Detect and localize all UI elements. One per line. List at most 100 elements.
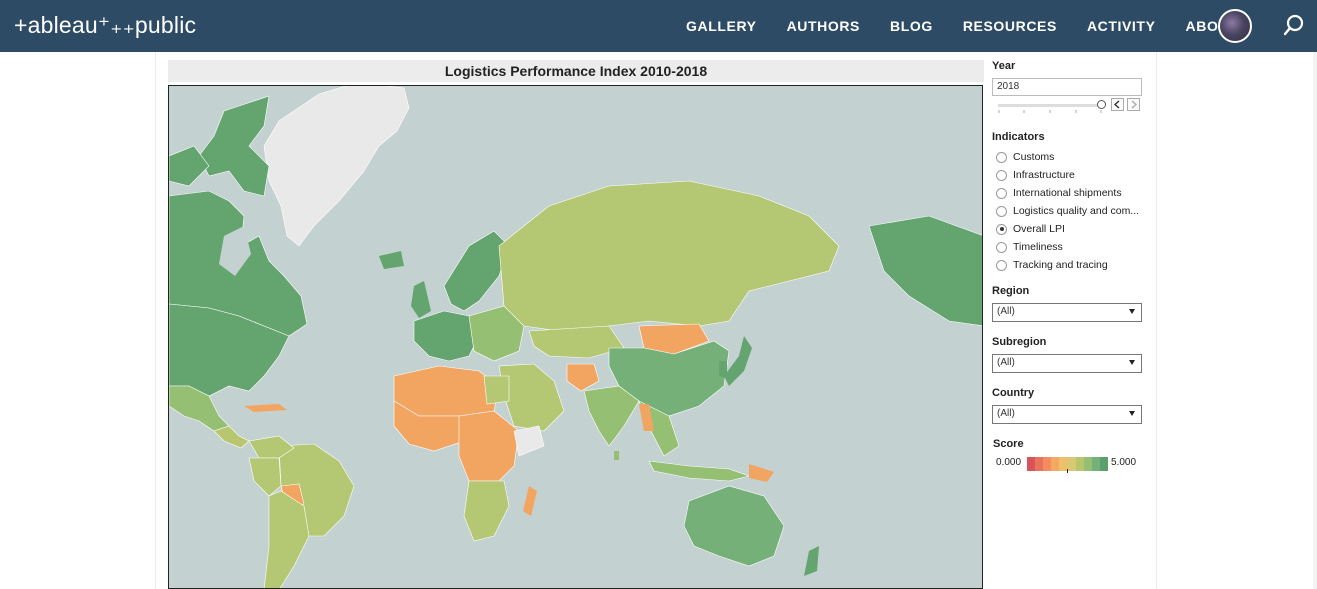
- radio-button[interactable]: [996, 259, 1007, 271]
- country-mongolia[interactable]: [638, 323, 710, 355]
- radio-button-selected[interactable]: [996, 223, 1007, 235]
- legend-swatch: [1035, 457, 1044, 471]
- country-egypt[interactable]: [483, 375, 510, 405]
- country-colombia-venezuela[interactable]: [248, 435, 295, 459]
- region-southern-africa[interactable]: [463, 480, 510, 542]
- country-ethiopia-somalia[interactable]: [513, 425, 545, 457]
- country-canada-islands-2[interactable]: [169, 145, 210, 187]
- country-myanmar[interactable]: [639, 404, 654, 431]
- country-iceland[interactable]: [379, 251, 404, 269]
- page-scrollbar[interactable]: [1313, 52, 1317, 589]
- indicator-label: Infrastructure: [1013, 169, 1075, 181]
- country-madagascar[interactable]: [523, 486, 537, 516]
- nav-resources[interactable]: RESOURCES: [962, 18, 1057, 34]
- nav-authors[interactable]: AUTHORS: [786, 18, 860, 34]
- indicator-option-tracking-and-tracing[interactable]: Tracking and tracing: [996, 257, 1108, 273]
- legend-swatch: [1075, 457, 1084, 471]
- subregion-label: Subregion: [992, 336, 1047, 348]
- region-west-africa[interactable]: [393, 400, 465, 452]
- nav-gallery[interactable]: GALLERY: [686, 18, 757, 34]
- indicator-option-overall-lpi[interactable]: Overall LPI: [996, 221, 1065, 237]
- radio-button[interactable]: [996, 187, 1007, 199]
- country-kazakhstan[interactable]: [528, 325, 625, 359]
- legend-swatch: [1051, 457, 1060, 471]
- region-caribbean[interactable]: [244, 404, 287, 412]
- dropdown-arrow-icon: [1129, 411, 1135, 416]
- region-scandinavia[interactable]: [443, 230, 510, 312]
- radio-button[interactable]: [996, 169, 1007, 181]
- radio-button[interactable]: [996, 151, 1007, 163]
- year-previous-button[interactable]: [1111, 98, 1124, 111]
- country-usa-alaska[interactable]: [868, 215, 983, 327]
- legend-swatch: [1099, 457, 1108, 471]
- country-peru[interactable]: [248, 457, 282, 497]
- legend-swatch: [1083, 457, 1092, 471]
- country-korea[interactable]: [719, 361, 727, 378]
- dropdown-arrow-icon: [1129, 360, 1135, 365]
- region-dropdown[interactable]: (All): [992, 303, 1142, 322]
- indicator-option-infrastructure[interactable]: Infrastructure: [996, 167, 1075, 183]
- indicator-label: Tracking and tracing: [1013, 259, 1108, 271]
- legend-swatch: [1059, 457, 1068, 471]
- country-uk[interactable]: [411, 281, 431, 318]
- indicator-option-international-shipments[interactable]: International shipments: [996, 185, 1122, 201]
- chevron-right-icon: [1131, 100, 1138, 109]
- indicator-label: International shipments: [1013, 187, 1122, 199]
- indicator-label: Overall LPI: [1013, 223, 1065, 235]
- region-label: Region: [992, 285, 1030, 297]
- radio-button[interactable]: [996, 241, 1007, 253]
- indicator-label: Logistics quality and com...: [1013, 205, 1140, 217]
- year-slider-thumb[interactable]: [1097, 100, 1106, 109]
- top-navigation-bar: +ableau⁺₊₊public GALLERY AUTHORS BLOG RE…: [0, 0, 1317, 52]
- year-next-button[interactable]: [1127, 98, 1140, 111]
- score-legend-title: Score: [993, 438, 1024, 450]
- country-dropdown[interactable]: (All): [992, 405, 1142, 424]
- subregion-selected-value: (All): [997, 357, 1015, 368]
- indicator-label: Customs: [1013, 151, 1055, 163]
- hudson-bay: [219, 226, 251, 276]
- country-india[interactable]: [583, 385, 640, 447]
- country-japan[interactable]: [724, 336, 752, 386]
- country-canada-islands[interactable]: [198, 95, 270, 197]
- map-svg[interactable]: [169, 86, 983, 589]
- legend-swatch: [1091, 457, 1100, 471]
- indicator-option-timeliness[interactable]: Timeliness: [996, 239, 1063, 255]
- country-sri-lanka[interactable]: [614, 451, 619, 460]
- country-new-zealand[interactable]: [804, 546, 819, 576]
- country-afghanistan[interactable]: [566, 363, 600, 392]
- region-central-africa[interactable]: [458, 410, 520, 482]
- legend-marker: [1067, 469, 1068, 473]
- dropdown-arrow-icon: [1129, 309, 1135, 314]
- country-selected-value: (All): [997, 408, 1015, 419]
- search-icon[interactable]: [1282, 13, 1306, 37]
- main-nav: GALLERY AUTHORS BLOG RESOURCES ACTIVITY …: [686, 0, 1268, 52]
- legend-swatch: [1067, 457, 1076, 471]
- country-china[interactable]: [608, 340, 730, 417]
- viz-title-text: Logistics Performance Index 2010-2018: [444, 63, 708, 79]
- year-input[interactable]: 2018: [992, 78, 1142, 96]
- country-papua-new-guinea[interactable]: [749, 464, 774, 482]
- radio-button[interactable]: [996, 205, 1007, 217]
- chevron-left-icon: [1113, 100, 1120, 109]
- region-indonesia[interactable]: [648, 460, 751, 482]
- legend-max-value: 5.000: [1111, 457, 1137, 468]
- tableau-public-logo[interactable]: +ableau⁺₊₊public: [14, 12, 196, 39]
- score-color-legend: [1027, 457, 1108, 471]
- region-selected-value: (All): [997, 306, 1015, 317]
- year-label: Year: [992, 60, 1016, 72]
- indicator-option-logistics-quality[interactable]: Logistics quality and com...: [996, 203, 1139, 219]
- legend-swatch: [1027, 457, 1036, 471]
- logo-text: +ableau⁺₊₊public: [14, 12, 197, 38]
- indicator-option-customs[interactable]: Customs: [996, 149, 1054, 165]
- year-slider-ticks: [998, 110, 1102, 113]
- country-australia[interactable]: [683, 485, 785, 567]
- nav-activity[interactable]: ACTIVITY: [1086, 18, 1156, 34]
- year-slider-track[interactable]: [998, 104, 1102, 107]
- world-map[interactable]: [168, 85, 983, 589]
- nav-blog[interactable]: BLOG: [890, 18, 933, 34]
- user-avatar[interactable]: [1218, 9, 1252, 43]
- subregion-dropdown[interactable]: (All): [992, 354, 1142, 373]
- legend-min-value: 0.000: [996, 457, 1022, 468]
- country-argentina[interactable]: [263, 490, 310, 589]
- region-western-europe[interactable]: [413, 310, 480, 362]
